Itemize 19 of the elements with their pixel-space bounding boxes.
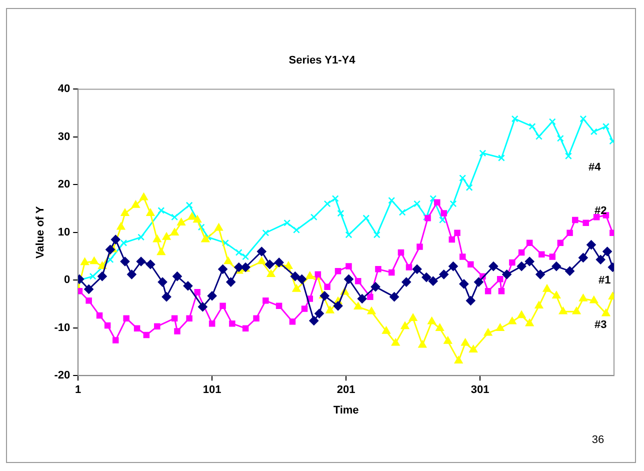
series-label: #2: [594, 204, 607, 217]
chart-title: Series Y1-Y4: [288, 54, 356, 67]
y-axis-title: Value of Y: [34, 206, 47, 259]
y-tick-label: 0: [64, 274, 70, 286]
y-tick-label: -20: [54, 370, 70, 382]
text: 36: [592, 434, 604, 446]
series-label: #4: [588, 161, 602, 174]
y-tick-label: -10: [54, 322, 70, 334]
y-tick-label: 40: [58, 83, 70, 96]
series-label: #3: [594, 318, 607, 331]
x-tick-label: 101: [202, 384, 222, 396]
x-axis-title: Time: [333, 404, 359, 416]
y-tick-label: 10: [58, 226, 70, 238]
y-tick-label: 30: [58, 130, 70, 143]
x-tick-label: 301: [470, 384, 490, 396]
series-label: #1: [598, 274, 611, 286]
x-tick-label: 201: [336, 384, 356, 396]
x-tick-label: 1: [75, 384, 82, 396]
y-tick-label: 20: [58, 178, 70, 191]
